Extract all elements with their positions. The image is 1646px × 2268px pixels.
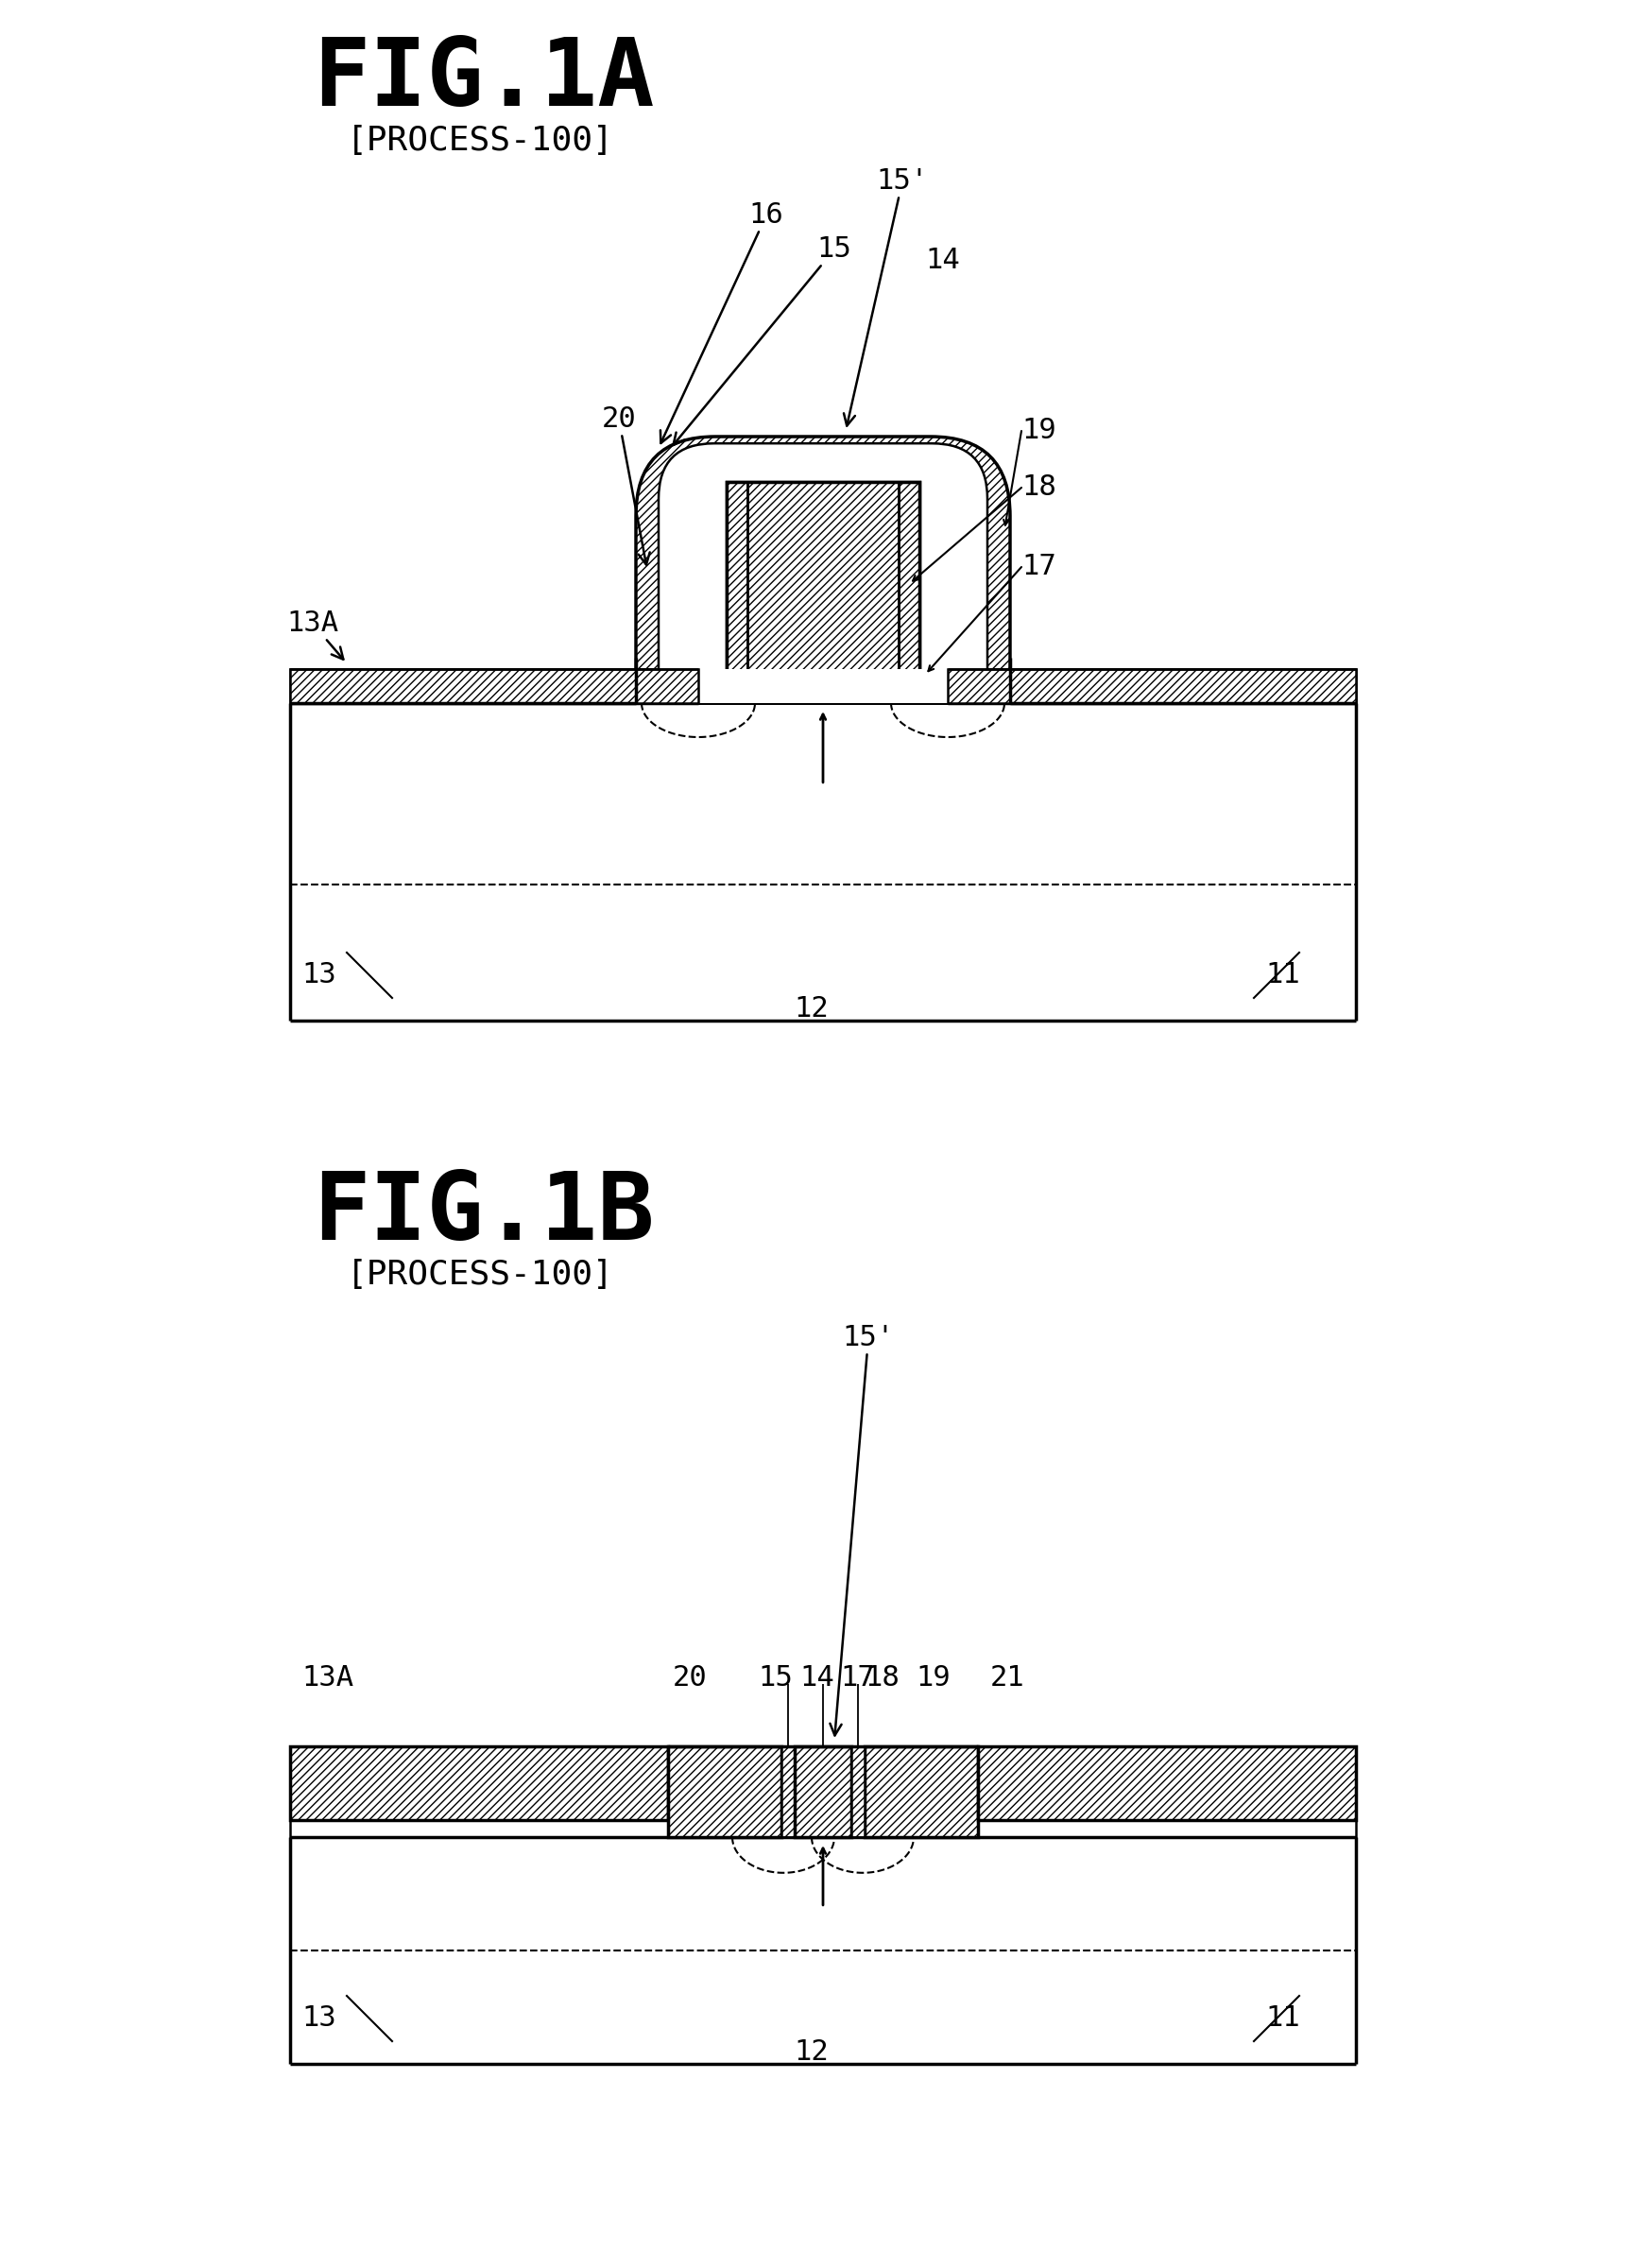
Bar [290,1746,668,1819]
Text: 15': 15' [830,1325,894,1735]
Bar [948,669,1356,703]
Bar [668,1746,782,1837]
Text: 21: 21 [989,1665,1024,1692]
Text: 13A: 13A [286,610,344,660]
Text: 12: 12 [795,996,830,1023]
Text: 18: 18 [864,1665,899,1692]
Bar [290,669,698,703]
PathPatch shape [635,435,1011,703]
Text: 17: 17 [1022,553,1057,581]
Bar [726,481,920,685]
Text: 14: 14 [925,247,960,274]
Bar [795,1746,851,1837]
Bar [698,685,948,703]
Text: [PROCESS-100]: [PROCESS-100] [347,1259,614,1290]
Text: 15: 15 [759,1665,793,1692]
Text: 17: 17 [841,1665,876,1692]
Text: 12: 12 [795,2039,830,2066]
Text: FIG.1B: FIG.1B [313,1168,655,1259]
Bar [978,1746,1356,1819]
Bar [782,1746,795,1837]
Bar [290,1819,1356,1837]
Bar [948,669,1356,703]
PathPatch shape [658,445,988,703]
PathPatch shape [721,476,925,703]
Bar [290,669,698,703]
Text: 20: 20 [601,406,650,565]
Text: 11: 11 [1266,2005,1300,2032]
Text: 13: 13 [301,962,336,989]
Text: FIG.1A: FIG.1A [313,34,655,125]
Text: 11: 11 [1266,962,1300,989]
Text: 13: 13 [301,2005,336,2032]
Bar [635,669,1011,703]
Text: 16: 16 [660,202,783,442]
Bar [698,685,948,703]
Text: 19: 19 [1022,417,1057,445]
Text: 15': 15' [844,168,928,426]
Text: 14: 14 [800,1665,835,1692]
Bar [851,1746,864,1837]
Text: [PROCESS-100]: [PROCESS-100] [347,125,614,156]
Bar [726,481,920,685]
Text: 20: 20 [673,1665,708,1692]
Text: 15: 15 [673,236,851,445]
Text: 18: 18 [1022,474,1057,501]
Text: 13A: 13A [301,1665,354,1692]
Bar [864,1746,978,1837]
Text: 19: 19 [915,1665,950,1692]
